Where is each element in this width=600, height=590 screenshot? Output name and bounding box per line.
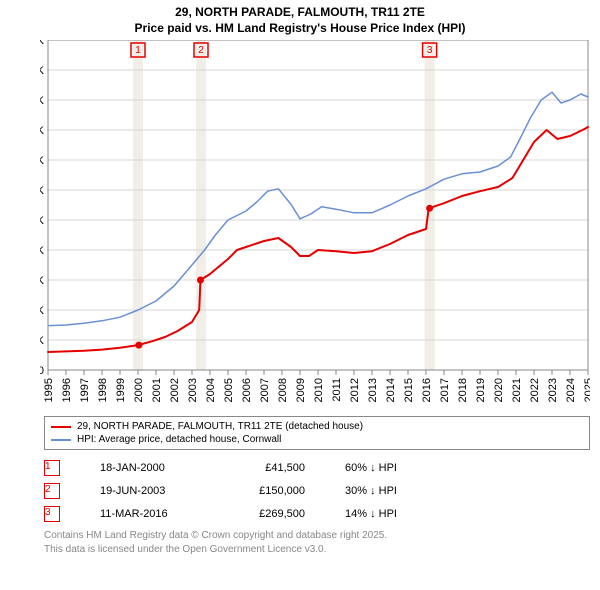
svg-text:2001: 2001 [151, 378, 163, 402]
legend-label: 29, NORTH PARADE, FALMOUTH, TR11 2TE (de… [77, 420, 363, 433]
chart-title: 29, NORTH PARADE, FALMOUTH, TR11 2TE Pri… [0, 0, 600, 36]
svg-text:2024: 2024 [565, 378, 577, 402]
svg-text:2002: 2002 [169, 378, 181, 402]
svg-text:£200K: £200K [40, 245, 45, 257]
svg-text:1998: 1998 [97, 378, 109, 402]
footer-line1: Contains HM Land Registry data © Crown c… [44, 529, 590, 543]
sale-price: £41,500 [235, 462, 305, 474]
svg-text:2011: 2011 [331, 378, 343, 402]
svg-text:£0: £0 [40, 365, 44, 377]
legend-entry-hpi: HPI: Average price, detached house, Corn… [51, 433, 583, 446]
svg-text:£150K: £150K [40, 275, 45, 287]
svg-text:2007: 2007 [259, 378, 271, 402]
sale-date: 19-JUN-2003 [100, 485, 195, 497]
footer-attribution: Contains HM Land Registry data © Crown c… [44, 529, 590, 556]
svg-text:£500K: £500K [40, 65, 45, 77]
chart-area: £0 £50K £100K £150K £200K £250K £300K £350K £400… [40, 40, 590, 410]
svg-text:2022: 2022 [529, 378, 541, 402]
svg-text:2008: 2008 [277, 378, 289, 402]
svg-text:£250K: £250K [40, 215, 45, 227]
svg-text:2000: 2000 [133, 378, 145, 402]
line-chart: £0 £50K £100K £150K £200K £250K £300K £350K £400… [40, 40, 590, 410]
sale-marker-icon: 1 [44, 460, 60, 476]
svg-text:£50K: £50K [40, 335, 45, 347]
svg-text:2005: 2005 [223, 378, 235, 402]
svg-text:2012: 2012 [349, 378, 361, 402]
legend-entry-property: 29, NORTH PARADE, FALMOUTH, TR11 2TE (de… [51, 420, 583, 433]
sale-date: 11-MAR-2016 [100, 508, 195, 520]
svg-text:2023: 2023 [547, 378, 559, 402]
footer-line2: This data is licensed under the Open Gov… [44, 543, 590, 557]
svg-text:3: 3 [427, 46, 433, 57]
svg-text:1999: 1999 [115, 378, 127, 402]
chart-legend: 29, NORTH PARADE, FALMOUTH, TR11 2TE (de… [44, 416, 590, 450]
svg-text:£450K: £450K [40, 95, 45, 107]
svg-text:2019: 2019 [475, 378, 487, 402]
svg-text:£400K: £400K [40, 125, 45, 137]
sale-price: £269,500 [235, 508, 305, 520]
svg-text:2014: 2014 [385, 378, 397, 402]
svg-text:1995: 1995 [43, 378, 55, 402]
svg-text:2016: 2016 [421, 378, 433, 402]
svg-text:£300K: £300K [40, 185, 45, 197]
svg-text:1: 1 [135, 46, 141, 57]
sale-diff: 14% ↓ HPI [345, 508, 435, 520]
legend-swatch [51, 439, 71, 441]
sale-row: 2 19-JUN-2003 £150,000 30% ↓ HPI [44, 483, 590, 499]
svg-text:2017: 2017 [439, 378, 451, 402]
legend-swatch [51, 426, 71, 428]
sale-marker-icon: 3 [44, 506, 60, 522]
svg-text:2004: 2004 [205, 378, 217, 402]
svg-text:2021: 2021 [511, 378, 523, 402]
svg-text:2006: 2006 [241, 378, 253, 402]
svg-text:1997: 1997 [79, 378, 91, 402]
svg-text:2009: 2009 [295, 378, 307, 402]
svg-text:2020: 2020 [493, 378, 505, 402]
sale-row: 3 11-MAR-2016 £269,500 14% ↓ HPI [44, 506, 590, 522]
sale-price: £150,000 [235, 485, 305, 497]
svg-text:2015: 2015 [403, 378, 415, 402]
sale-diff: 60% ↓ HPI [345, 462, 435, 474]
sale-marker-icon: 2 [44, 483, 60, 499]
svg-text:2010: 2010 [313, 378, 325, 402]
legend-label: HPI: Average price, detached house, Corn… [77, 433, 281, 446]
sales-table: 1 18-JAN-2000 £41,500 60% ↓ HPI 2 19-JUN… [44, 460, 590, 522]
svg-text:£100K: £100K [40, 305, 45, 317]
svg-text:2003: 2003 [187, 378, 199, 402]
sale-row: 1 18-JAN-2000 £41,500 60% ↓ HPI [44, 460, 590, 476]
svg-text:2: 2 [198, 46, 204, 57]
title-line1: 29, NORTH PARADE, FALMOUTH, TR11 2TE [0, 4, 600, 20]
svg-text:1996: 1996 [61, 378, 73, 402]
svg-text:2025: 2025 [583, 378, 590, 402]
title-line2: Price paid vs. HM Land Registry's House … [0, 20, 600, 36]
svg-text:£550K: £550K [40, 40, 45, 47]
svg-text:2018: 2018 [457, 378, 469, 402]
svg-text:2013: 2013 [367, 378, 379, 402]
sale-diff: 30% ↓ HPI [345, 485, 435, 497]
sale-date: 18-JAN-2000 [100, 462, 195, 474]
svg-text:£350K: £350K [40, 155, 45, 167]
